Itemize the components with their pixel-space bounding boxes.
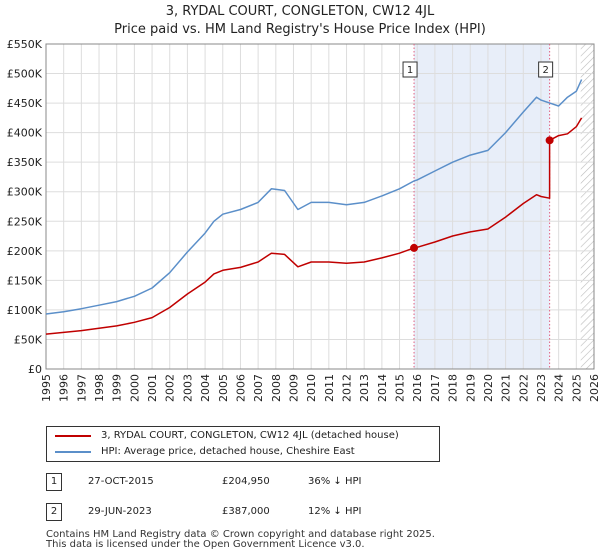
sale-price: £204,950 xyxy=(222,476,270,487)
plot-border xyxy=(45,43,595,370)
sale-number-box xyxy=(538,61,554,78)
legend-label-hpi: HPI: Average price, detached house, Ches… xyxy=(101,446,355,457)
sale-hpi-note: 36% ↓ HPI xyxy=(308,476,362,487)
x-tick-label: 2012 xyxy=(341,374,354,402)
sale-number-label: 2 xyxy=(542,65,548,76)
y-tick-label: £400K xyxy=(7,127,43,140)
x-tick-label: 2007 xyxy=(252,374,265,402)
footer: Contains HM Land Registry data © Crown c… xyxy=(46,530,435,550)
x-tick-label: 2023 xyxy=(535,374,548,402)
title-line-1: 3, RYDAL COURT, CONGLETON, CW12 4JL xyxy=(165,4,435,19)
y-tick-label: £450K xyxy=(7,97,43,110)
x-tick-label: 2025 xyxy=(570,374,583,402)
x-tick-label: 2018 xyxy=(447,374,460,402)
x-tick-label: 2024 xyxy=(553,374,566,402)
x-tick-label: 2020 xyxy=(482,374,495,402)
x-tick-label: 2002 xyxy=(164,374,177,402)
x-tick-label: 2014 xyxy=(376,374,389,402)
x-tick-label: 2010 xyxy=(305,374,318,402)
x-tick-label: 2017 xyxy=(429,374,442,402)
x-tick-label: 2019 xyxy=(464,374,477,402)
sale-point xyxy=(410,243,419,252)
x-tick-label: 1995 xyxy=(40,374,53,402)
x-tick-label: 2013 xyxy=(358,374,371,402)
footer-line-2: This data is licensed under the Open Gov… xyxy=(46,539,365,550)
y-tick-label: £350K xyxy=(7,156,43,169)
x-tick-label: 1997 xyxy=(75,374,88,402)
y-tick-label: £550K xyxy=(7,38,43,51)
x-tick-label: 2015 xyxy=(394,374,407,402)
legend: 3, RYDAL COURT, CONGLETON, CW12 4JL (det… xyxy=(46,426,440,462)
x-tick-label: 2006 xyxy=(234,374,247,402)
sale-date: 29-JUN-2023 xyxy=(88,506,152,517)
x-tick-label: 2011 xyxy=(323,374,336,402)
x-tick-label: 2000 xyxy=(128,374,141,402)
x-tick-label: 2004 xyxy=(199,374,212,402)
hpi-series-line xyxy=(45,79,583,315)
x-tick-label: 1999 xyxy=(111,374,124,402)
x-tick-label: 2016 xyxy=(411,374,424,402)
x-tick-label: 2022 xyxy=(517,374,530,402)
x-tick-label: 2003 xyxy=(181,374,194,402)
x-tick-label: 2001 xyxy=(146,374,159,402)
footer-line-1: Contains HM Land Registry data © Crown c… xyxy=(46,529,435,540)
x-tick-label: 2026 xyxy=(588,374,600,402)
x-tick-label: 2009 xyxy=(287,374,300,402)
y-tick-label: £150K xyxy=(7,274,43,287)
x-tick-label: 2008 xyxy=(270,374,283,402)
forecast-hatch xyxy=(580,44,594,369)
y-tick-label: £50K xyxy=(14,333,43,346)
y-tick-label: £500K xyxy=(7,68,43,81)
x-tick-label: 2021 xyxy=(500,374,513,402)
y-tick-label: £100K xyxy=(7,304,43,317)
legend-line-property xyxy=(55,435,91,437)
sale-date: 27-OCT-2015 xyxy=(88,476,154,487)
sale-badge: 1 xyxy=(46,473,62,491)
y-tick-label: £0 xyxy=(28,363,42,376)
sale-badge: 2 xyxy=(46,503,62,521)
sale-number-label: 1 xyxy=(407,65,413,76)
legend-line-hpi xyxy=(55,451,91,453)
sale-period-shading xyxy=(414,44,550,369)
x-tick-label: 1996 xyxy=(58,374,71,402)
y-tick-label: £250K xyxy=(7,215,43,228)
property-series-line xyxy=(45,117,583,335)
y-tick-label: £200K xyxy=(7,245,43,258)
title-line-2: Price paid vs. HM Land Registry's House … xyxy=(114,22,486,37)
chart-title: 3, RYDAL COURT, CONGLETON, CW12 4JL Pric… xyxy=(0,3,600,39)
sale-hpi-note: 12% ↓ HPI xyxy=(308,506,362,517)
sale-number-box xyxy=(402,61,418,78)
sale-point xyxy=(545,136,554,145)
legend-label-property: 3, RYDAL COURT, CONGLETON, CW12 4JL (det… xyxy=(101,430,399,441)
sale-price: £387,000 xyxy=(222,506,270,517)
y-tick-label: £300K xyxy=(7,186,43,199)
x-tick-label: 1998 xyxy=(93,374,106,402)
x-tick-label: 2005 xyxy=(217,374,230,402)
price-chart: £0 £50K £100K £150K £200K £250K £300K £350K £400… xyxy=(7,38,600,402)
